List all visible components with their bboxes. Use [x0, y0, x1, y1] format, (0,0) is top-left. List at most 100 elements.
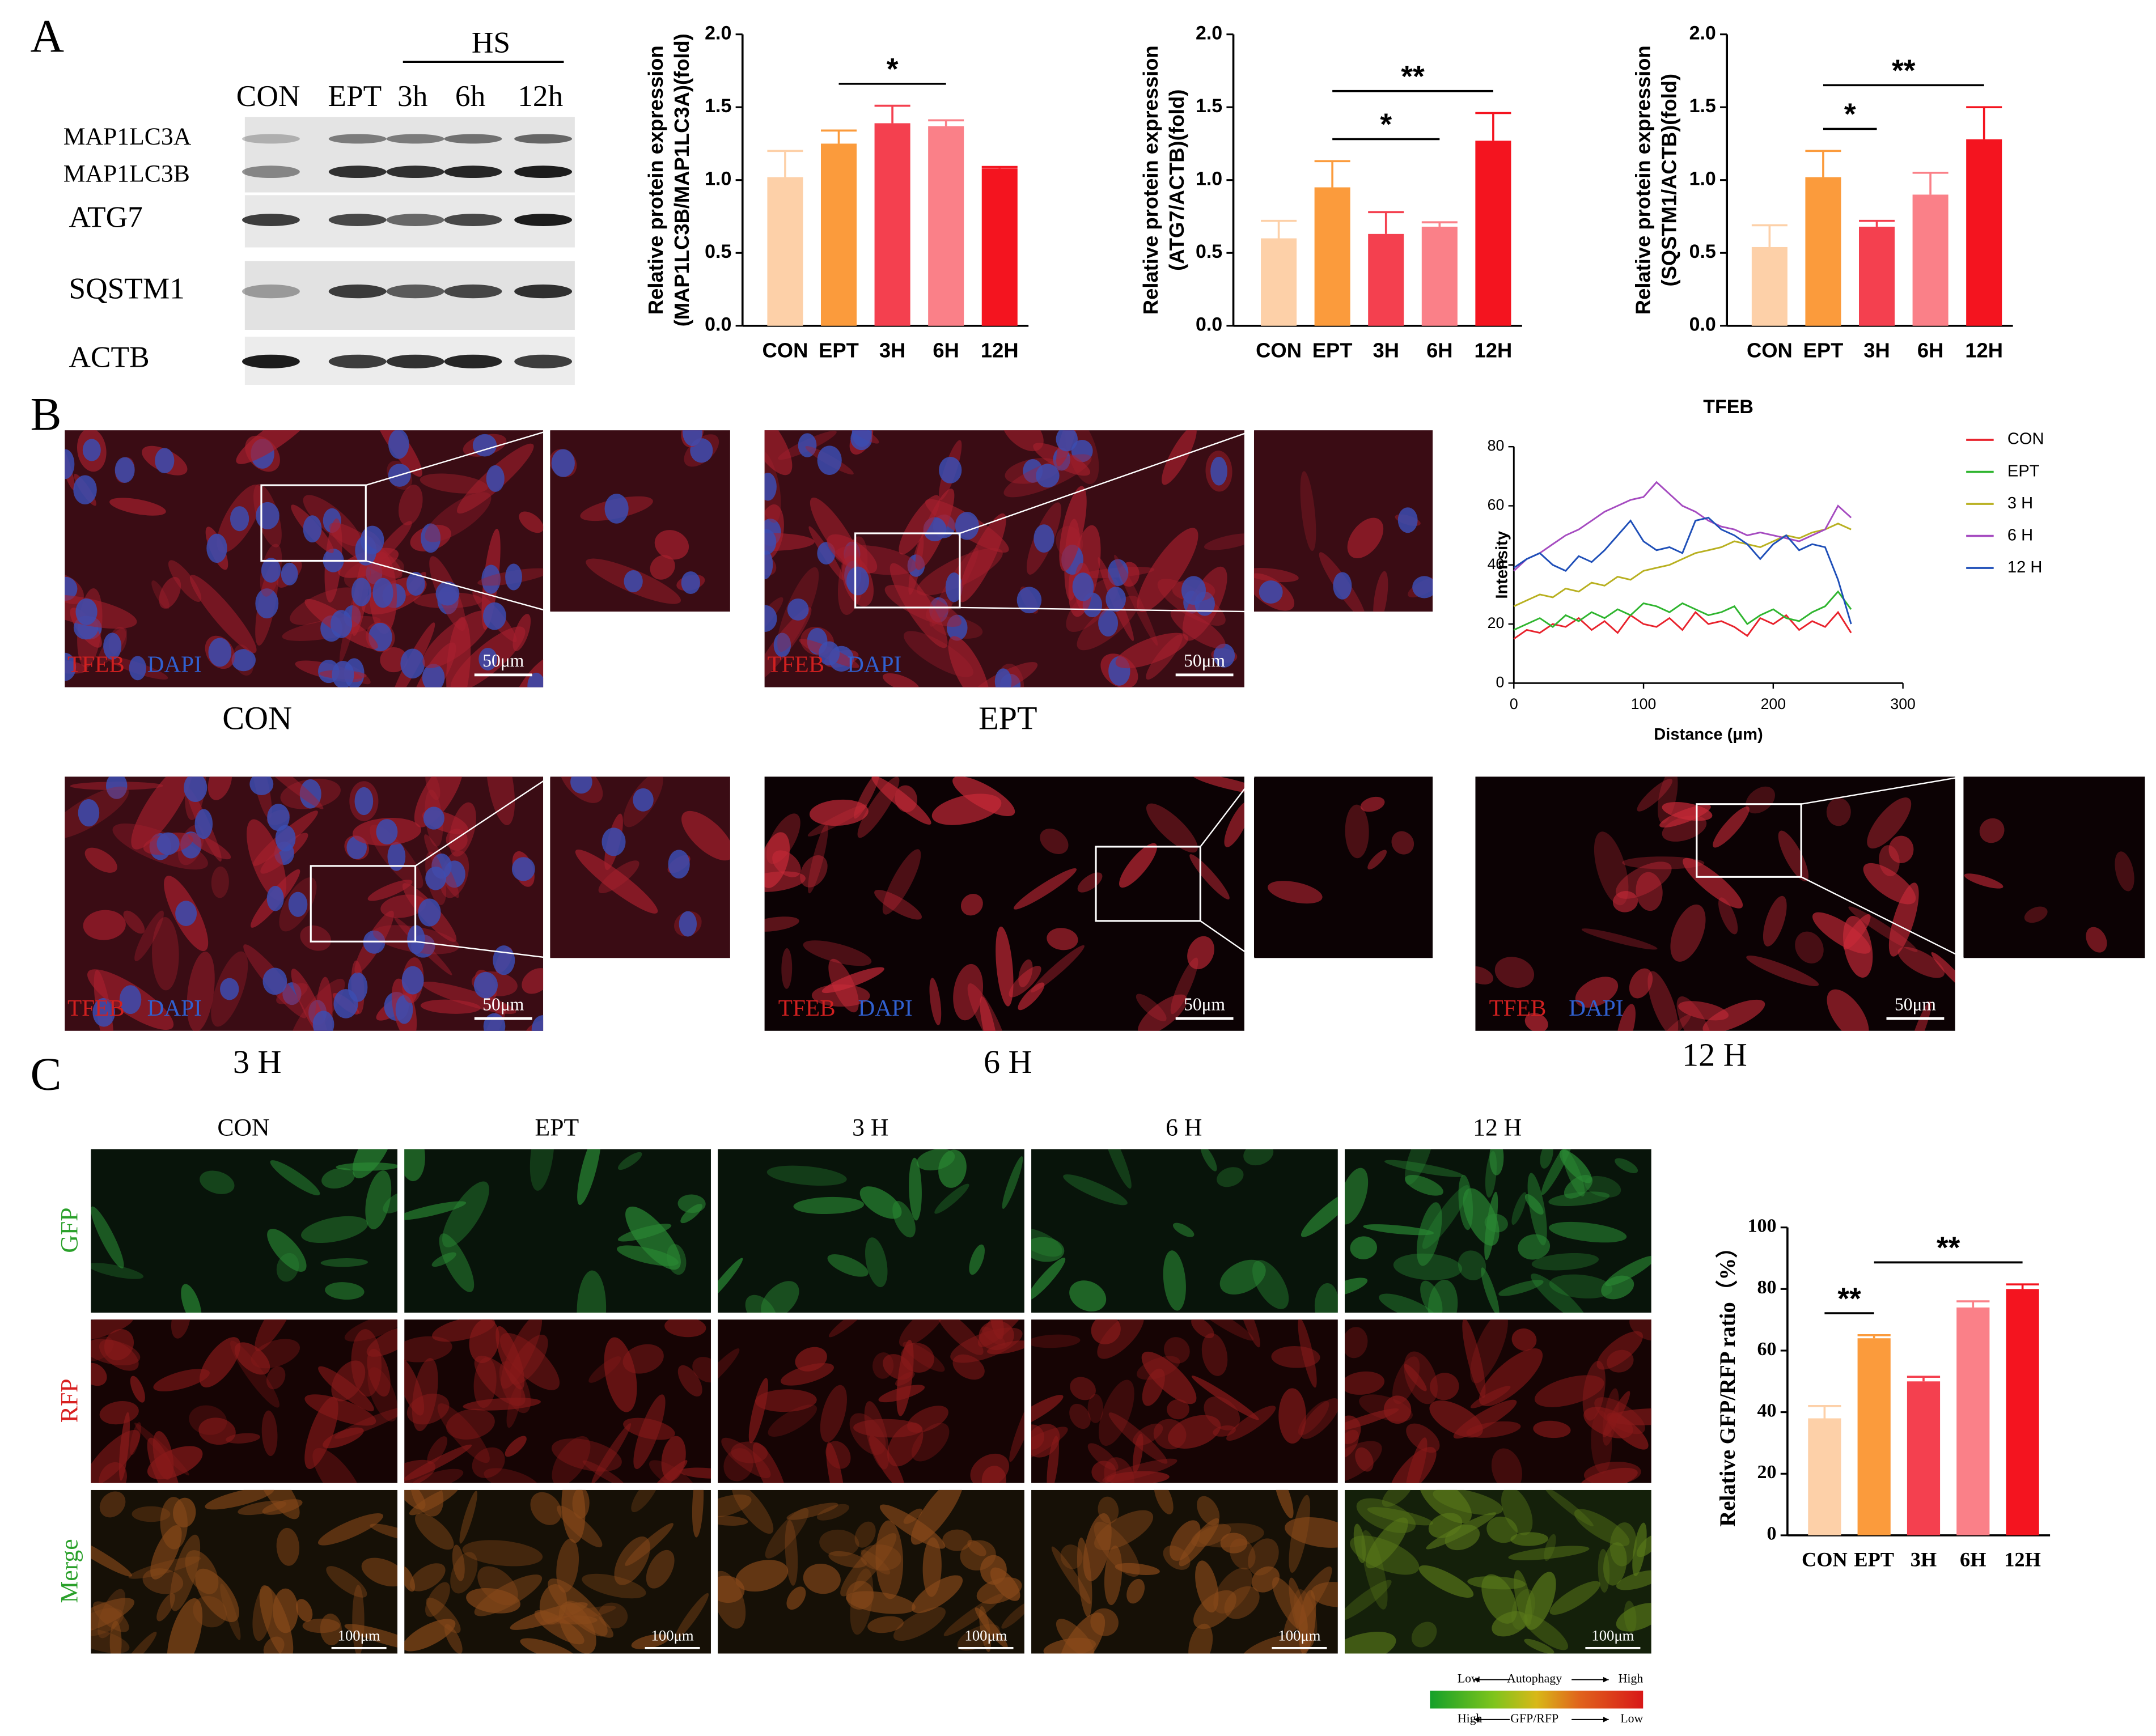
cell [1170, 1520, 1201, 1561]
cell [1405, 1175, 1443, 1196]
cell [967, 1539, 986, 1556]
bar [1907, 1381, 1941, 1535]
cell [854, 1521, 876, 1548]
cell [1168, 1415, 1221, 1449]
cell [1162, 430, 1197, 485]
cell [1059, 1612, 1105, 1654]
nucleus [129, 656, 146, 681]
cell [427, 1436, 448, 1465]
cell [1964, 873, 2003, 889]
protein-label: ATG7 [69, 200, 142, 234]
cell [1001, 430, 1044, 452]
cell [800, 855, 828, 888]
protein-label: ACTB [69, 340, 149, 374]
cell [1612, 891, 1638, 912]
image-caption: 3 H [233, 1043, 282, 1080]
cell [1511, 1192, 1527, 1225]
legend-label: 6 H [2007, 526, 2033, 544]
nucleus [275, 825, 296, 852]
cell [1615, 1158, 1638, 1173]
nucleus [119, 985, 142, 1015]
blot-band [444, 285, 502, 299]
cell [1636, 872, 1663, 911]
scale-label: 50μm [1184, 994, 1225, 1014]
cell [551, 1438, 622, 1472]
micrograph [718, 1319, 1024, 1483]
nucleus [682, 430, 702, 447]
cell [970, 1453, 1009, 1483]
bar [1859, 226, 1895, 326]
scale-label: 50μm [482, 994, 524, 1014]
cell [1406, 1423, 1440, 1453]
cell [520, 1638, 578, 1654]
cell [883, 673, 920, 687]
cell [614, 1536, 650, 1585]
y-tick-label: 40 [1488, 555, 1505, 572]
cell [1204, 533, 1244, 550]
nucleus [372, 578, 393, 608]
cell [857, 776, 900, 838]
error-bar [1907, 1376, 1941, 1382]
cell [1031, 1395, 1064, 1431]
cell [1285, 1517, 1338, 1548]
cell [1534, 1375, 1604, 1407]
lane-label: 12h [518, 79, 563, 113]
cell [147, 1437, 181, 1483]
panel-label: C [31, 1049, 62, 1100]
cell [793, 1196, 865, 1215]
column-label: CON [217, 1114, 269, 1141]
micrograph [65, 430, 544, 687]
cell [263, 1636, 285, 1654]
blot-band [386, 214, 444, 226]
stain-label: DAPI [147, 651, 202, 677]
significance-label: ** [1837, 1282, 1861, 1315]
cell [370, 1523, 398, 1542]
cell [1104, 1457, 1134, 1483]
image-caption: 6 H [984, 1043, 1032, 1080]
y-tick-label: 100 [1748, 1215, 1777, 1236]
cell [367, 1367, 398, 1422]
nucleus [103, 633, 122, 660]
cell [1545, 1489, 1594, 1527]
bar [1368, 234, 1404, 326]
cell [189, 575, 257, 653]
cell [1200, 1149, 1217, 1172]
cell [889, 563, 948, 648]
nucleus [387, 842, 406, 871]
cell [912, 1575, 963, 1614]
cell [2024, 906, 2048, 923]
cell [718, 1576, 745, 1603]
nucleus [435, 581, 460, 606]
cell [1252, 1260, 1289, 1309]
cell [200, 1170, 235, 1194]
cell [1426, 1512, 1497, 1550]
cell [1097, 1319, 1144, 1359]
zoom-box [310, 865, 417, 943]
cell [1047, 1436, 1059, 1483]
error-bar [2006, 1283, 2039, 1289]
cell [854, 776, 880, 819]
cell [664, 1319, 706, 1338]
cell [1219, 1259, 1266, 1294]
cell [132, 1506, 171, 1522]
cell [1146, 634, 1183, 680]
bar [1475, 141, 1511, 326]
blot-band [514, 165, 573, 179]
cell [1167, 1399, 1190, 1420]
cell [967, 983, 1007, 1031]
cell [1763, 895, 1787, 946]
cell [996, 926, 1014, 1007]
nucleus [846, 566, 870, 596]
cell [1018, 982, 1045, 1011]
cell [409, 1468, 464, 1483]
group-label: HS [472, 25, 510, 59]
cell [577, 1270, 607, 1313]
cell [1344, 1580, 1392, 1622]
micrograph [404, 1489, 711, 1654]
nucleus [570, 776, 592, 794]
cell [1197, 1496, 1220, 1526]
cell [259, 1585, 294, 1654]
cell [317, 1513, 383, 1546]
cell [931, 793, 1002, 825]
nucleus [65, 652, 77, 681]
